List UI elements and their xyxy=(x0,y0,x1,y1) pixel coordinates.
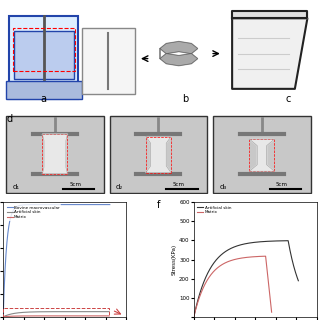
Matrix xyxy=(1,315,5,319)
Artificial skin xyxy=(252,240,256,244)
Text: d₁: d₁ xyxy=(12,184,20,190)
Matrix xyxy=(66,314,69,318)
FancyBboxPatch shape xyxy=(10,16,78,99)
Artificial skin xyxy=(92,310,96,314)
Bovine macrovascular xyxy=(69,203,73,206)
Legend: Bovine macrovascular, Artificial skin, Matrix: Bovine macrovascular, Artificial skin, M… xyxy=(5,204,61,220)
Artificial skin xyxy=(286,239,290,243)
Line: Artificial skin: Artificial skin xyxy=(3,312,109,317)
Matrix xyxy=(8,314,12,318)
Matrix xyxy=(107,314,111,318)
Matrix xyxy=(245,255,249,259)
Artificial skin xyxy=(198,290,202,294)
FancyBboxPatch shape xyxy=(82,28,135,94)
Line: Artificial skin: Artificial skin xyxy=(194,241,298,317)
Text: b: b xyxy=(182,94,188,104)
Line: Matrix: Matrix xyxy=(3,316,109,317)
Matrix xyxy=(206,277,210,281)
Artificial skin xyxy=(69,310,73,314)
Artificial skin xyxy=(192,315,196,319)
Line: Matrix: Matrix xyxy=(194,256,272,317)
Artificial skin xyxy=(271,239,275,243)
Text: d: d xyxy=(6,114,12,124)
Artificial skin xyxy=(282,239,286,243)
Legend: Artificial skin, Matrix: Artificial skin, Matrix xyxy=(196,204,232,216)
Matrix xyxy=(228,259,232,263)
Matrix xyxy=(63,314,67,318)
Artificial skin xyxy=(8,312,12,316)
Bovine macrovascular xyxy=(82,203,86,206)
FancyBboxPatch shape xyxy=(6,116,104,193)
Artificial skin xyxy=(259,240,262,244)
Artificial skin xyxy=(66,310,69,314)
Bovine macrovascular xyxy=(108,203,112,206)
FancyBboxPatch shape xyxy=(110,116,207,193)
Text: 5cm: 5cm xyxy=(276,182,288,187)
Matrix xyxy=(82,314,85,318)
Text: 5cm: 5cm xyxy=(69,182,81,187)
Matrix xyxy=(252,255,256,259)
FancyBboxPatch shape xyxy=(6,81,82,99)
Text: 5cm: 5cm xyxy=(172,182,185,187)
Line: Bovine macrovascular: Bovine macrovascular xyxy=(3,204,110,317)
Matrix xyxy=(69,314,73,318)
Polygon shape xyxy=(232,11,308,18)
Bovine macrovascular xyxy=(8,219,12,223)
Polygon shape xyxy=(146,137,171,172)
Artificial skin xyxy=(63,310,67,314)
Bovine macrovascular xyxy=(93,203,97,206)
Text: a: a xyxy=(41,94,47,104)
Text: d₃: d₃ xyxy=(220,184,227,190)
Artificial skin xyxy=(82,310,85,314)
Text: f: f xyxy=(157,200,160,210)
Y-axis label: Stress(KPa): Stress(KPa) xyxy=(172,244,176,275)
Matrix xyxy=(92,314,96,318)
Matrix xyxy=(239,256,243,260)
Polygon shape xyxy=(249,139,275,171)
FancyBboxPatch shape xyxy=(14,31,74,79)
Artificial skin xyxy=(296,279,300,283)
Artificial skin xyxy=(107,310,111,314)
Text: d₂: d₂ xyxy=(116,184,123,190)
Bovine macrovascular xyxy=(1,315,5,319)
Polygon shape xyxy=(232,18,308,89)
Bovine macrovascular xyxy=(66,203,70,206)
Polygon shape xyxy=(160,42,198,66)
Polygon shape xyxy=(43,134,68,174)
FancyBboxPatch shape xyxy=(213,116,310,193)
Text: c: c xyxy=(285,94,291,104)
Matrix xyxy=(212,269,216,273)
Bovine macrovascular xyxy=(63,203,67,206)
Matrix xyxy=(192,315,196,319)
Artificial skin xyxy=(255,240,259,244)
Artificial skin xyxy=(1,315,5,319)
